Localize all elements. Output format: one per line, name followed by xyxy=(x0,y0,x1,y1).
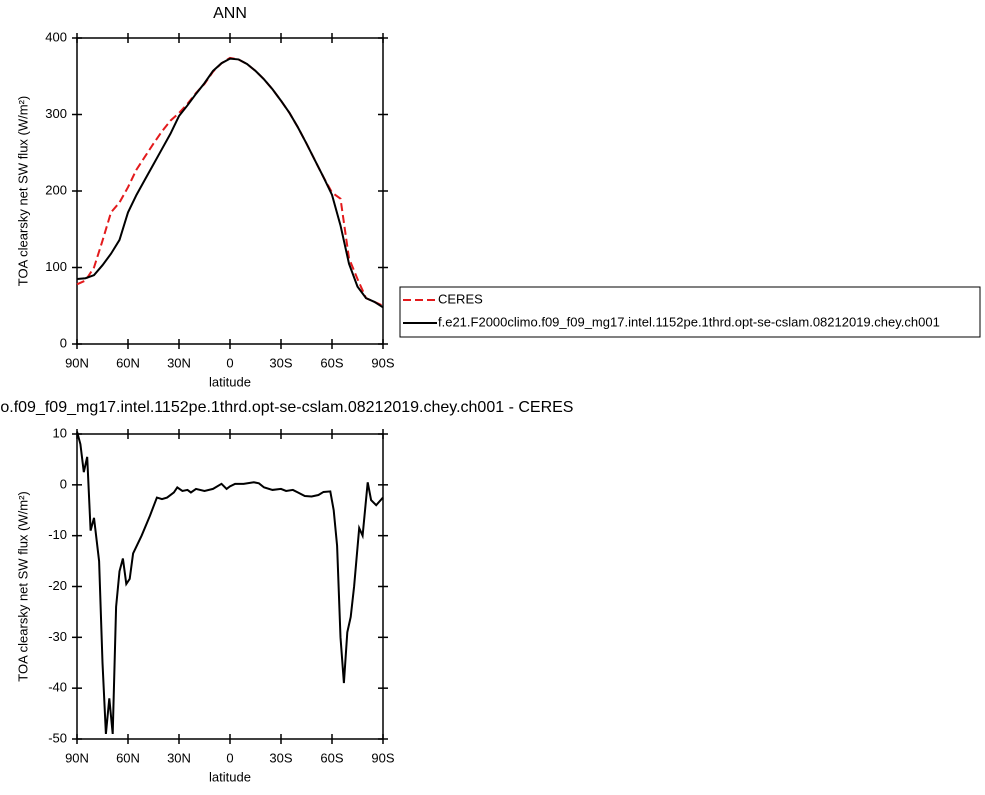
x-tick-label: 30N xyxy=(167,355,191,370)
y-tick-label: 0 xyxy=(60,335,67,350)
y-tick-label: 400 xyxy=(45,29,67,44)
x-tick-label: 30S xyxy=(269,750,292,765)
x-axis-label: latitude xyxy=(209,374,251,389)
y-tick-label: -50 xyxy=(48,730,67,745)
x-tick-label: 90N xyxy=(65,355,89,370)
chart-title: ANN xyxy=(213,5,247,22)
x-tick-label: 0 xyxy=(226,750,233,765)
x-tick-label: 90N xyxy=(65,750,89,765)
y-tick-label: -20 xyxy=(48,578,67,593)
x-tick-label: 0 xyxy=(226,355,233,370)
y-tick-label: -40 xyxy=(48,680,67,695)
y-axis-label: TOA clearsky net SW flux (W/m²) xyxy=(15,96,30,286)
x-tick-label: 60S xyxy=(320,750,343,765)
x-tick-label: 30N xyxy=(167,750,191,765)
x-tick-label: 90S xyxy=(371,750,394,765)
chart-title: f.e21.F2000climo.f09_f09_mg17.intel.1152… xyxy=(0,399,573,416)
legend-box xyxy=(399,286,981,338)
y-tick-label: -10 xyxy=(48,527,67,542)
legend-label: CERES xyxy=(438,291,483,306)
y-tick-label: 100 xyxy=(45,259,67,274)
y-axis-label: TOA clearsky net SW flux (W/m²) xyxy=(15,491,30,681)
plot-frame xyxy=(76,433,384,740)
y-tick-label: 10 xyxy=(53,425,67,440)
x-tick-label: 60N xyxy=(116,355,140,370)
x-tick-label: 90S xyxy=(371,355,394,370)
legend-label: f.e21.F2000climo.f09_f09_mg17.intel.1152… xyxy=(438,314,940,329)
data-line xyxy=(76,57,384,309)
plot-frame xyxy=(76,37,384,345)
x-axis-label: latitude xyxy=(209,769,251,784)
y-tick-label: -30 xyxy=(48,629,67,644)
y-tick-label: 200 xyxy=(45,182,67,197)
data-line xyxy=(76,431,384,735)
y-tick-label: 0 xyxy=(60,476,67,491)
x-tick-label: 60S xyxy=(320,355,343,370)
y-tick-label: 300 xyxy=(45,106,67,121)
x-tick-label: 60N xyxy=(116,750,140,765)
x-tick-label: 30S xyxy=(269,355,292,370)
data-line xyxy=(76,56,384,307)
